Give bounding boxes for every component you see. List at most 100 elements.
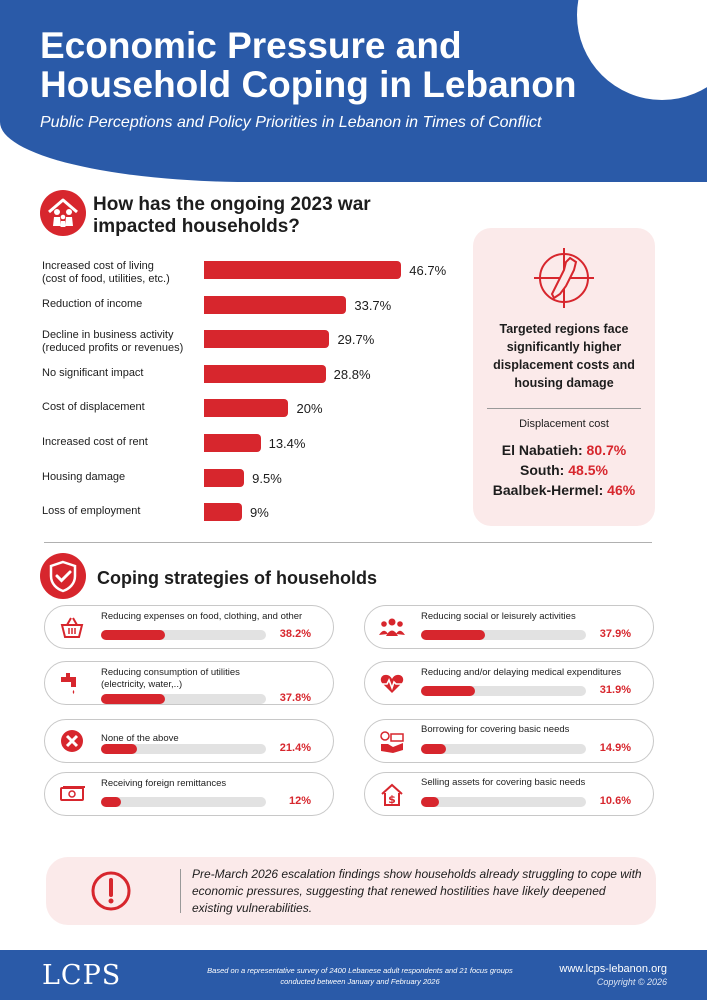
coping-card: None of the above 21.4% (44, 719, 334, 763)
coping-value: 21.4% (279, 742, 311, 754)
bar-label-line: (reduced profits or revenues) (42, 342, 184, 355)
bar-label-line: Increased cost of rent (42, 436, 148, 448)
coping-card: Reducing expenses on food, clothing, and… (44, 605, 334, 649)
region-value: 46% (607, 482, 636, 498)
coping-value: 37.8% (279, 692, 311, 704)
coping-value: 10.6% (599, 795, 631, 807)
page-title: Economic Pressure and Household Coping i… (40, 25, 577, 105)
bar (204, 364, 326, 383)
coping-label-line: Reducing and/or delaying medical expendi… (421, 667, 622, 678)
region-row: Baalbek-Hermel: 46% (473, 482, 655, 498)
bar-label: Reduction of income (42, 298, 212, 311)
house-family-icon (40, 190, 86, 236)
lcps-logo: LCPS (42, 960, 122, 991)
coping-label-line: Borrowing for covering basic needs (421, 724, 570, 735)
bar-value-label: 33.7% (354, 297, 392, 313)
bar-label-line: Loss of employment (42, 505, 141, 518)
bar-value-label: 46.7% (409, 263, 447, 278)
bar-value-label: 20% (296, 401, 323, 417)
progress-track (101, 744, 266, 754)
exclamation-icon (90, 870, 132, 912)
coping-card: Reducing and/or delaying medical expendi… (364, 661, 654, 705)
coping-label: Reducing consumption of utilities (electr… (101, 667, 331, 691)
coping-label: Reducing social or leisurely activities (421, 611, 651, 623)
borrow-hand-icon (379, 729, 405, 753)
coping-label: Borrowing for covering basic needs (421, 724, 651, 736)
coping-label-line: Receiving foreign remittances (101, 778, 227, 789)
note-divider (180, 869, 181, 913)
region-row: South: 48.5% (473, 462, 655, 478)
coping-label-line: Reducing expenses on food, clothing, and… (101, 611, 303, 622)
bar-value-label: 28.8% (333, 366, 371, 382)
people-icon (379, 615, 405, 639)
region-name: Baalbek-Hermel: (492, 482, 604, 498)
copyright: Copyright © 2026 (596, 977, 667, 987)
progress-track (421, 686, 586, 696)
coping-card: Borrowing for covering basic needs 14.9% (364, 719, 654, 763)
card-divider (487, 408, 641, 409)
displacement-cost-label: Displacement cost (519, 418, 609, 430)
coping-value: 38.2% (279, 628, 311, 640)
bar (204, 434, 261, 452)
progress-track (101, 797, 266, 807)
coping-value: 14.9% (599, 742, 631, 754)
progress-fill (421, 744, 447, 754)
header-banner: Economic Pressure and Household Coping i… (0, 0, 707, 182)
lebanon-target-icon (530, 244, 598, 312)
section-divider (44, 542, 652, 543)
region-name: El Nabatieh: (501, 442, 583, 458)
coping-label-line: Reducing social or leisurely activities (421, 611, 576, 622)
basket-icon (59, 615, 85, 639)
coping-value: 37.9% (599, 628, 631, 640)
bar (204, 261, 402, 279)
coping-label: Reducing and/or delaying medical expendi… (421, 667, 651, 679)
bar-value-label: 9% (250, 505, 269, 521)
coping-label: Selling assets for covering basic needs (421, 777, 651, 789)
coping-card: Reducing consumption of utilities (electr… (44, 661, 334, 705)
shield-check-icon (40, 553, 86, 599)
coping-label-line: Reducing consumption of utilities (101, 667, 240, 678)
banknote-icon (59, 782, 85, 806)
bar-value-label: 13.4% (268, 436, 306, 451)
bar-label-line: (cost of food, utilities, etc.) (42, 273, 170, 285)
svg-text:$: $ (388, 793, 396, 806)
coping-card: Receiving foreign remittances 12% (44, 772, 334, 816)
bar (204, 503, 243, 522)
bar-label-line: Reduction of income (42, 297, 143, 310)
bar (204, 295, 347, 314)
survey-note: Based on a representative survey of 2400… (207, 966, 513, 986)
bar-label: Increased cost of rent (42, 436, 212, 449)
note-text: Pre-March 2026 escalation findings show … (192, 867, 642, 915)
progress-track (421, 744, 586, 754)
coping-label: Receiving foreign remittances (101, 778, 331, 790)
coping-section-title: Coping strategies of households (97, 568, 378, 588)
bar-label: Cost of displacement (42, 401, 212, 414)
bar-label: Housing damage (42, 471, 212, 484)
cross-circle-icon (59, 729, 85, 753)
bar-label: Loss of employment (42, 505, 212, 518)
bar-label-line: Housing damage (42, 470, 126, 483)
bar-label-line: Cost of displacement (42, 401, 145, 414)
bar-label-line: Decline in business activity (42, 329, 174, 342)
region-value: 48.5% (568, 462, 608, 478)
progress-fill (101, 694, 165, 704)
coping-label-line: None of the above (101, 733, 179, 744)
progress-track (101, 630, 266, 640)
bar-label: Decline in business activity (reduced pro… (42, 329, 212, 355)
region-row: El Nabatieh: 80.7% (473, 442, 655, 458)
bar-label: Increased cost of living (cost of food, u… (42, 260, 212, 286)
website-link[interactable]: www.lcps-lebanon.org (559, 963, 667, 975)
coping-card: Reducing social or leisurely activities 3… (364, 605, 654, 649)
coping-value: 12% (288, 795, 311, 807)
bar-label: No significant impact (42, 367, 212, 380)
bar-label-line: No significant impact (42, 366, 144, 379)
bar (204, 468, 245, 487)
bar (204, 399, 289, 418)
house-dollar-icon: $ (379, 782, 405, 806)
coping-label: Reducing expenses on food, clothing, and… (101, 611, 331, 623)
regions-card: Targeted regions face significantly high… (473, 228, 655, 526)
progress-fill (101, 630, 166, 640)
progress-track (421, 797, 586, 807)
progress-track (421, 630, 586, 640)
coping-label-line: Selling assets for covering basic needs (421, 777, 586, 788)
